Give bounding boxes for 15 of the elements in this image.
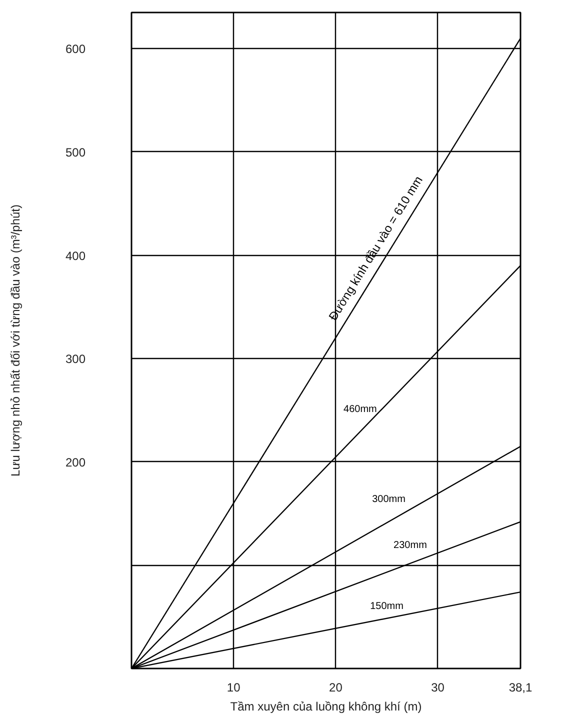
x-tick-label: 20 [329,680,343,694]
y-tick-label: 200 [65,455,86,470]
y-tick-label: 400 [65,248,86,263]
x-tick-label: 38,1 [508,680,533,694]
y-tick-label: 300 [65,352,86,366]
y-tick-label: 500 [65,145,86,160]
series-label: 230mm [394,540,427,551]
series-label: 300mm [372,494,406,506]
x-axis-title: Tầm xuyên của luồng không khí (m) [230,700,422,714]
series-label: 150mm [370,600,404,612]
y-axis-title: Lưu lượng nhỏ nhất đối với từng đầu vào (m³/phút) [8,204,22,476]
series-label: 460mm [344,404,377,416]
y-tick-label: 600 [65,42,86,56]
x-tick-label: 10 [226,680,241,694]
x-tick-label: 30 [431,680,445,694]
